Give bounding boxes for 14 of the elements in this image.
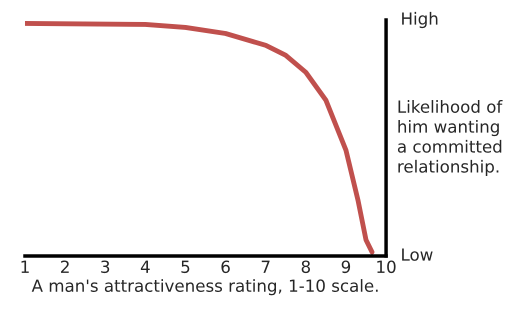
y-axis-title: Likelihood of him wanting a committed relationship. (398, 100, 503, 176)
text: High (402, 12, 438, 28)
x-tick-label: 8 (302, 260, 310, 274)
x-tick-label: 9 (342, 260, 350, 274)
x-tick-label: 7 (262, 260, 270, 273)
x-tick-label: 1 (22, 260, 29, 273)
x-tick-label: 6 (221, 260, 230, 274)
text: Low (402, 248, 433, 261)
x-axis-title: A man's attractiveness rating, 1-10 scale. (32, 279, 378, 296)
x-tick-label: 3 (101, 260, 110, 274)
x-tick-label: 4 (140, 260, 150, 273)
x-tick-label: 10 (377, 260, 396, 274)
x-tick-label: 2 (61, 260, 69, 273)
x-tick-label: 5 (181, 260, 190, 274)
